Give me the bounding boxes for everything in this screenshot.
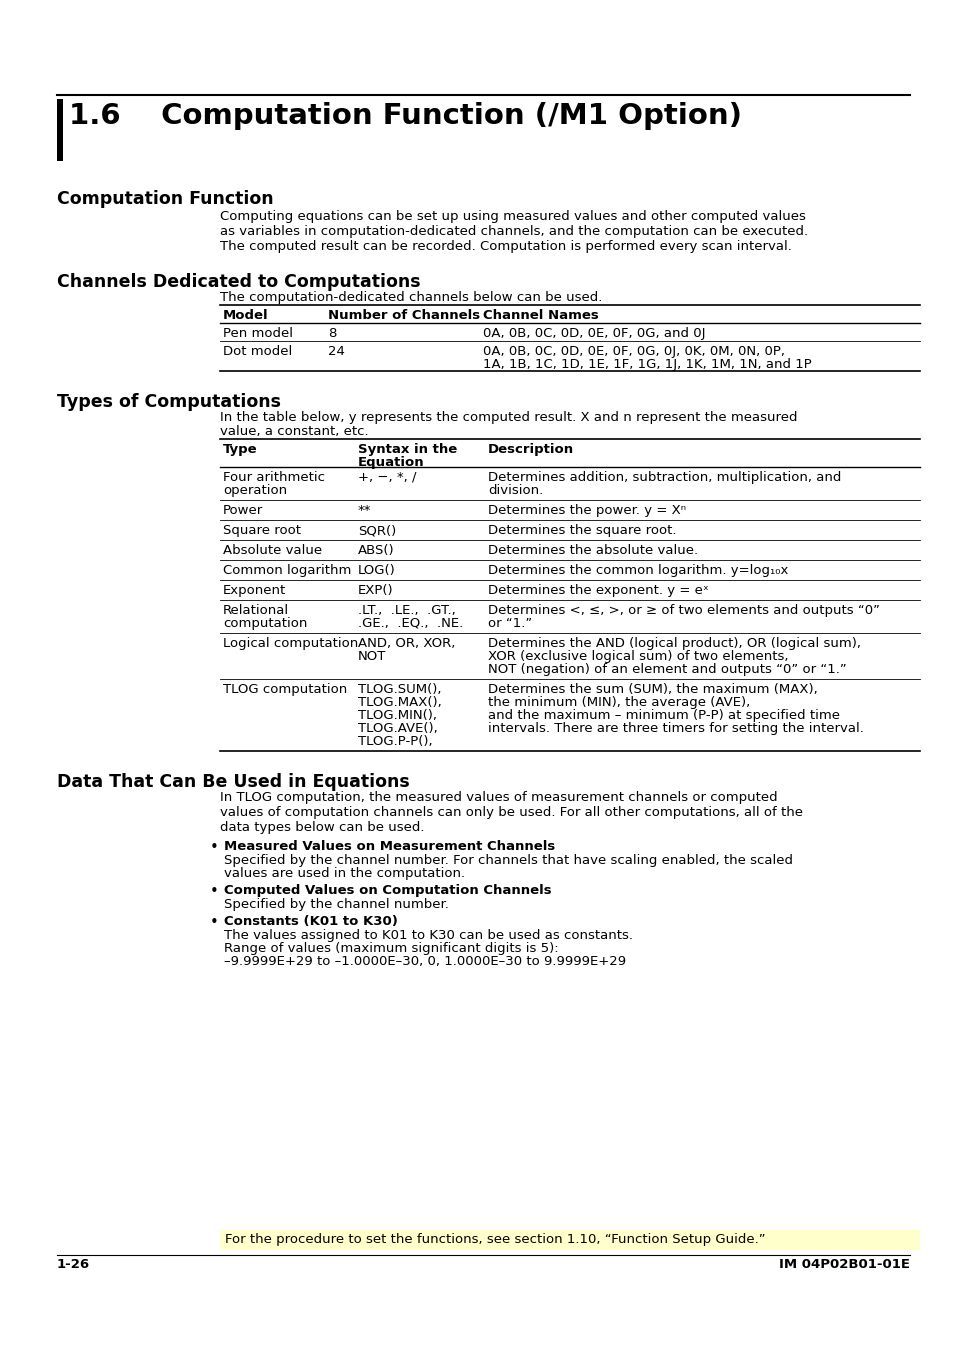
Text: Common logarithm: Common logarithm xyxy=(223,564,351,576)
Text: Determines the sum (SUM), the maximum (MAX),: Determines the sum (SUM), the maximum (M… xyxy=(488,683,817,697)
Text: –9.9999E+29 to –1.0000E–30, 0, 1.0000E–30 to 9.9999E+29: –9.9999E+29 to –1.0000E–30, 0, 1.0000E–3… xyxy=(224,954,625,968)
Text: TLOG.AVE(),: TLOG.AVE(), xyxy=(357,722,437,734)
Text: XOR (exclusive logical sum) of two elements,: XOR (exclusive logical sum) of two eleme… xyxy=(488,649,788,663)
Text: Determines the common logarithm. y=log₁₀x: Determines the common logarithm. y=log₁₀… xyxy=(488,564,787,576)
Bar xyxy=(57,99,63,161)
Text: **: ** xyxy=(357,504,371,517)
Text: 1A, 1B, 1C, 1D, 1E, 1F, 1G, 1J, 1K, 1M, 1N, and 1P: 1A, 1B, 1C, 1D, 1E, 1F, 1G, 1J, 1K, 1M, … xyxy=(482,358,811,371)
Text: Determines the absolute value.: Determines the absolute value. xyxy=(488,544,698,558)
Text: Measured Values on Measurement Channels: Measured Values on Measurement Channels xyxy=(224,840,555,853)
Text: 0A, 0B, 0C, 0D, 0E, 0F, 0G, 0J, 0K, 0M, 0N, 0P,: 0A, 0B, 0C, 0D, 0E, 0F, 0G, 0J, 0K, 0M, … xyxy=(482,346,784,358)
Text: division.: division. xyxy=(488,485,542,497)
Text: Exponent: Exponent xyxy=(223,585,286,597)
Text: or “1.”: or “1.” xyxy=(488,617,532,630)
Text: Determines the square root.: Determines the square root. xyxy=(488,524,676,537)
Text: IM 04P02B01-01E: IM 04P02B01-01E xyxy=(779,1258,909,1270)
Text: the minimum (MIN), the average (AVE),: the minimum (MIN), the average (AVE), xyxy=(488,697,749,709)
Text: Types of Computations: Types of Computations xyxy=(57,393,281,410)
Text: Constants (K01 to K30): Constants (K01 to K30) xyxy=(224,915,397,927)
Text: 0A, 0B, 0C, 0D, 0E, 0F, 0G, and 0J: 0A, 0B, 0C, 0D, 0E, 0F, 0G, and 0J xyxy=(482,327,705,340)
Text: In the table below, y represents the computed result. X and n represent the meas: In the table below, y represents the com… xyxy=(220,410,797,424)
Text: ABS(): ABS() xyxy=(357,544,395,558)
Text: Determines the power. y = Xⁿ: Determines the power. y = Xⁿ xyxy=(488,504,685,517)
Text: Absolute value: Absolute value xyxy=(223,544,322,558)
Text: Determines the AND (logical product), OR (logical sum),: Determines the AND (logical product), OR… xyxy=(488,637,861,649)
Text: data types below can be used.: data types below can be used. xyxy=(220,821,424,834)
Text: •: • xyxy=(210,915,218,930)
Text: value, a constant, etc.: value, a constant, etc. xyxy=(220,425,368,437)
Text: EXP(): EXP() xyxy=(357,585,394,597)
Text: as variables in computation-dedicated channels, and the computation can be execu: as variables in computation-dedicated ch… xyxy=(220,225,807,238)
Text: computation: computation xyxy=(223,617,307,630)
Text: Computing equations can be set up using measured values and other computed value: Computing equations can be set up using … xyxy=(220,211,805,223)
Text: .GE.,  .EQ.,  .NE.: .GE., .EQ., .NE. xyxy=(357,617,463,630)
Text: 8: 8 xyxy=(328,327,336,340)
Text: LOG(): LOG() xyxy=(357,564,395,576)
Text: 24: 24 xyxy=(328,346,345,358)
Text: Type: Type xyxy=(223,443,257,456)
Text: Specified by the channel number.: Specified by the channel number. xyxy=(224,898,449,911)
Text: In TLOG computation, the measured values of measurement channels or computed: In TLOG computation, the measured values… xyxy=(220,791,777,805)
Text: •: • xyxy=(210,884,218,899)
Text: .LT.,  .LE.,  .GT.,: .LT., .LE., .GT., xyxy=(357,603,456,617)
Text: and the maximum – minimum (P-P) at specified time: and the maximum – minimum (P-P) at speci… xyxy=(488,709,840,722)
Text: Square root: Square root xyxy=(223,524,301,537)
Text: Determines addition, subtraction, multiplication, and: Determines addition, subtraction, multip… xyxy=(488,471,841,485)
Text: Four arithmetic: Four arithmetic xyxy=(223,471,325,485)
Text: AND, OR, XOR,: AND, OR, XOR, xyxy=(357,637,455,649)
Text: Equation: Equation xyxy=(357,456,424,468)
Text: TLOG.MAX(),: TLOG.MAX(), xyxy=(357,697,441,709)
Text: Channel Names: Channel Names xyxy=(482,309,598,323)
Text: The computed result can be recorded. Computation is performed every scan interva: The computed result can be recorded. Com… xyxy=(220,240,791,252)
Text: Range of values (maximum significant digits is 5):: Range of values (maximum significant dig… xyxy=(224,942,558,954)
Text: Description: Description xyxy=(488,443,574,456)
Text: TLOG.SUM(),: TLOG.SUM(), xyxy=(357,683,441,697)
Text: The computation-dedicated channels below can be used.: The computation-dedicated channels below… xyxy=(220,292,601,304)
Text: Dot model: Dot model xyxy=(223,346,292,358)
Text: values are used in the computation.: values are used in the computation. xyxy=(224,867,465,880)
Text: operation: operation xyxy=(223,485,287,497)
Text: For the procedure to set the functions, see section 1.10, “Function Setup Guide.: For the procedure to set the functions, … xyxy=(225,1233,765,1246)
Text: TLOG computation: TLOG computation xyxy=(223,683,347,697)
Text: Specified by the channel number. For channels that have scaling enabled, the sca: Specified by the channel number. For cha… xyxy=(224,855,792,867)
Text: Determines <, ≤, >, or ≥ of two elements and outputs “0”: Determines <, ≤, >, or ≥ of two elements… xyxy=(488,603,879,617)
Text: TLOG.P-P(),: TLOG.P-P(), xyxy=(357,734,432,748)
Text: Number of Channels: Number of Channels xyxy=(328,309,479,323)
Text: Computed Values on Computation Channels: Computed Values on Computation Channels xyxy=(224,884,551,896)
Text: •: • xyxy=(210,840,218,855)
Text: intervals. There are three timers for setting the interval.: intervals. There are three timers for se… xyxy=(488,722,863,734)
Text: Channels Dedicated to Computations: Channels Dedicated to Computations xyxy=(57,273,420,292)
Text: Power: Power xyxy=(223,504,263,517)
Text: Data That Can Be Used in Equations: Data That Can Be Used in Equations xyxy=(57,774,410,791)
Text: values of computation channels can only be used. For all other computations, all: values of computation channels can only … xyxy=(220,806,802,819)
Text: 1.6    Computation Function (/M1 Option): 1.6 Computation Function (/M1 Option) xyxy=(69,103,741,130)
Bar xyxy=(220,1230,919,1250)
Text: Computation Function: Computation Function xyxy=(57,190,274,208)
Text: Determines the exponent. y = eˣ: Determines the exponent. y = eˣ xyxy=(488,585,708,597)
Text: The values assigned to K01 to K30 can be used as constants.: The values assigned to K01 to K30 can be… xyxy=(224,929,633,942)
Text: 1-26: 1-26 xyxy=(57,1258,90,1270)
Text: SQR(): SQR() xyxy=(357,524,395,537)
Text: Relational: Relational xyxy=(223,603,289,617)
Text: TLOG.MIN(),: TLOG.MIN(), xyxy=(357,709,436,722)
Text: Syntax in the: Syntax in the xyxy=(357,443,456,456)
Text: NOT: NOT xyxy=(357,649,386,663)
Text: Pen model: Pen model xyxy=(223,327,293,340)
Text: Model: Model xyxy=(223,309,269,323)
Text: Logical computation: Logical computation xyxy=(223,637,358,649)
Text: NOT (negation) of an element and outputs “0” or “1.”: NOT (negation) of an element and outputs… xyxy=(488,663,846,676)
Text: +, −, *, /: +, −, *, / xyxy=(357,471,416,485)
